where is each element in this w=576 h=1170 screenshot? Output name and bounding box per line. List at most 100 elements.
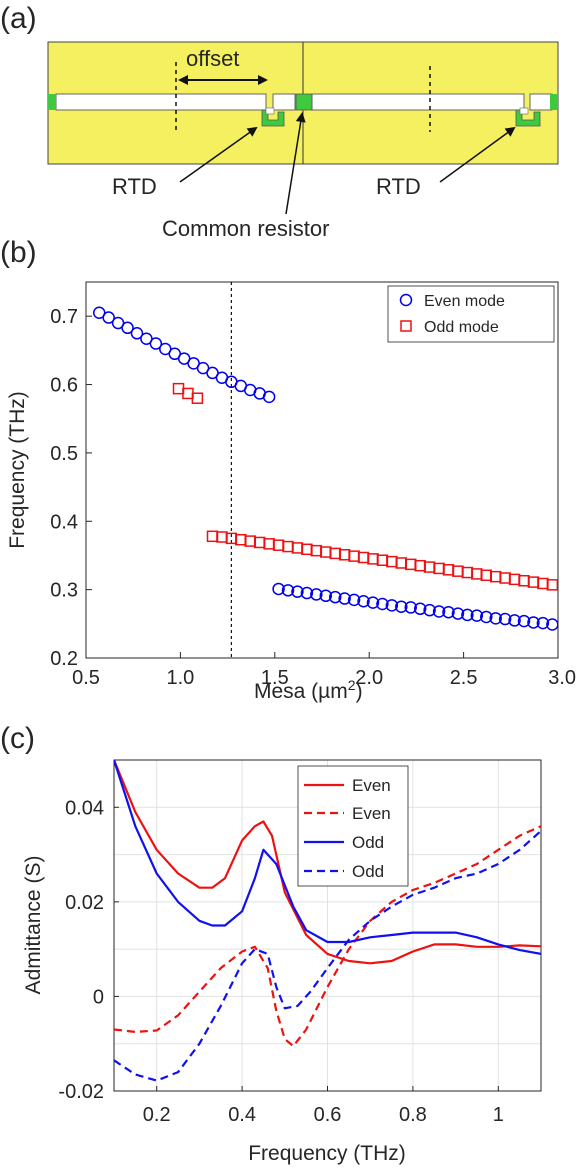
even-mode-point (527, 616, 540, 629)
series-odd-solid (114, 760, 541, 955)
legend-odd-mode: Odd mode (424, 319, 499, 336)
device-schematic (47, 41, 559, 165)
series-odd-dashed (114, 830, 541, 1082)
even-mode-point (546, 618, 558, 631)
odd-mode-point (376, 554, 389, 566)
even-mode-point (404, 601, 417, 614)
odd-mode-point (404, 558, 417, 571)
even-mode-point (366, 596, 380, 609)
odd-mode-point (489, 570, 502, 583)
odd-mode-point (395, 557, 408, 569)
even-mode-point (319, 589, 333, 603)
series-even-dashed (114, 825, 541, 1048)
legend-even-mode-marker (399, 293, 413, 307)
odd-mode-point (320, 546, 332, 558)
legend-odd-dashed: Odd (352, 862, 384, 881)
series-even-solid (114, 760, 541, 965)
odd-mode-point (291, 542, 304, 554)
even-mode-point (451, 607, 465, 620)
even-mode-point (300, 586, 314, 600)
legend-odd-solid: Odd (352, 833, 384, 852)
rtd-right-leader (439, 126, 516, 183)
even-mode-point (291, 585, 304, 598)
odd-mode-point (442, 564, 455, 576)
plot-b-ylabel: Frequency (THz) (6, 391, 29, 549)
plot-c-xtick-label: 0.8 (399, 1104, 427, 1126)
odd-mode-point (244, 535, 257, 547)
odd-mode-point (357, 551, 370, 564)
odd-mode-point (546, 579, 558, 591)
resistor-leader (285, 112, 306, 215)
plot-b-ytick-label: 0.4 (50, 511, 78, 533)
odd-mode-point (471, 568, 483, 580)
plot-c-ytick-label: 0.02 (65, 892, 104, 914)
even-mode-point (480, 610, 493, 624)
offset-label: offset (186, 46, 239, 71)
plot-c-ytick-label: 0 (93, 986, 104, 1008)
common-resistor-label: Common resistor (162, 216, 329, 241)
plot-c-xtick-label: 0.6 (314, 1104, 342, 1126)
odd-mode-point (433, 562, 445, 575)
plot-b-xtick-label: 0.5 (72, 667, 100, 689)
even-mode-point (432, 605, 446, 618)
odd-mode-point (527, 576, 540, 588)
plot-c-lines (114, 760, 541, 1082)
plot-c-xtick-label: 0.2 (143, 1104, 171, 1126)
odd-mode-point (172, 382, 185, 395)
plot-b-xlabel: Mesa (µm2) (254, 677, 363, 703)
odd-mode-point (216, 531, 228, 543)
even-mode-point (461, 608, 474, 622)
plot-c-ytick-label: 0.04 (65, 797, 104, 819)
plot-b-ticks: 0.5 1.0 1.5 2.0 2.5 3.0 0.2 0.3 0.4 0.5 0.6 0.7 (50, 306, 576, 689)
plot-b-ytick-label: 0.7 (50, 306, 78, 328)
odd-mode-point (386, 555, 398, 568)
even-mode-point (536, 616, 550, 630)
even-mode-point (413, 602, 427, 616)
odd-mode-point (452, 565, 464, 577)
plot-b-xtick-label: 2.5 (450, 667, 478, 689)
even-mode-point (423, 603, 436, 617)
even-mode-point (262, 390, 276, 404)
odd-mode-point (206, 530, 219, 543)
plot-b-ytick-label: 0.3 (50, 580, 78, 602)
even-mode-point (149, 337, 163, 350)
plot-c-xlabel: Frequency (THz) (248, 1142, 406, 1165)
even-mode-point (517, 614, 531, 628)
legend-even-solid: Even (352, 776, 391, 795)
even-mode-point (376, 597, 389, 611)
odd-mode-point (191, 392, 204, 404)
plot-b-ytick-label: 0.2 (50, 648, 78, 670)
plot-b-xtick-label: 2.0 (355, 667, 383, 689)
slot-left-small (272, 93, 296, 111)
odd-mode-point (329, 547, 341, 560)
legend-even-dashed: Even (352, 804, 391, 823)
plot-b-xtick-label: 1.5 (261, 667, 289, 689)
odd-mode-point (508, 573, 521, 586)
odd-mode-point (414, 559, 426, 572)
legend-odd-mode-marker (400, 320, 412, 332)
even-mode-point (121, 321, 134, 335)
odd-mode-point (338, 549, 351, 561)
odd-mode-point (235, 533, 247, 546)
even-mode-point (357, 595, 370, 608)
odd-mode-point (518, 574, 530, 587)
odd-mode-point (348, 550, 360, 562)
edge-contact-left (48, 94, 56, 110)
even-mode-point (272, 582, 285, 596)
panel-a-label: (a) (0, 2, 37, 35)
panel-c-label: (c) (0, 722, 35, 755)
odd-mode-point (301, 543, 313, 556)
plot-c-xtick-label: 1 (493, 1104, 504, 1126)
even-mode-point (102, 311, 115, 324)
odd-mode-point (537, 577, 549, 590)
legend-even-mode: Even mode (424, 293, 505, 310)
odd-mode-point (182, 387, 194, 400)
even-mode-point (338, 592, 351, 605)
even-mode-point (498, 612, 512, 626)
plot-b-ytick-label: 0.5 (50, 443, 78, 465)
plot-c-ticks: 0.2 0.4 0.6 0.8 1 -0.02 0 0.02 0.04 (58, 797, 503, 1126)
odd-mode-point (499, 572, 511, 584)
even-mode-point (347, 593, 361, 607)
rtd-right-label: RTD (376, 174, 421, 199)
plot-b-xtick-label: 1.0 (166, 667, 194, 689)
